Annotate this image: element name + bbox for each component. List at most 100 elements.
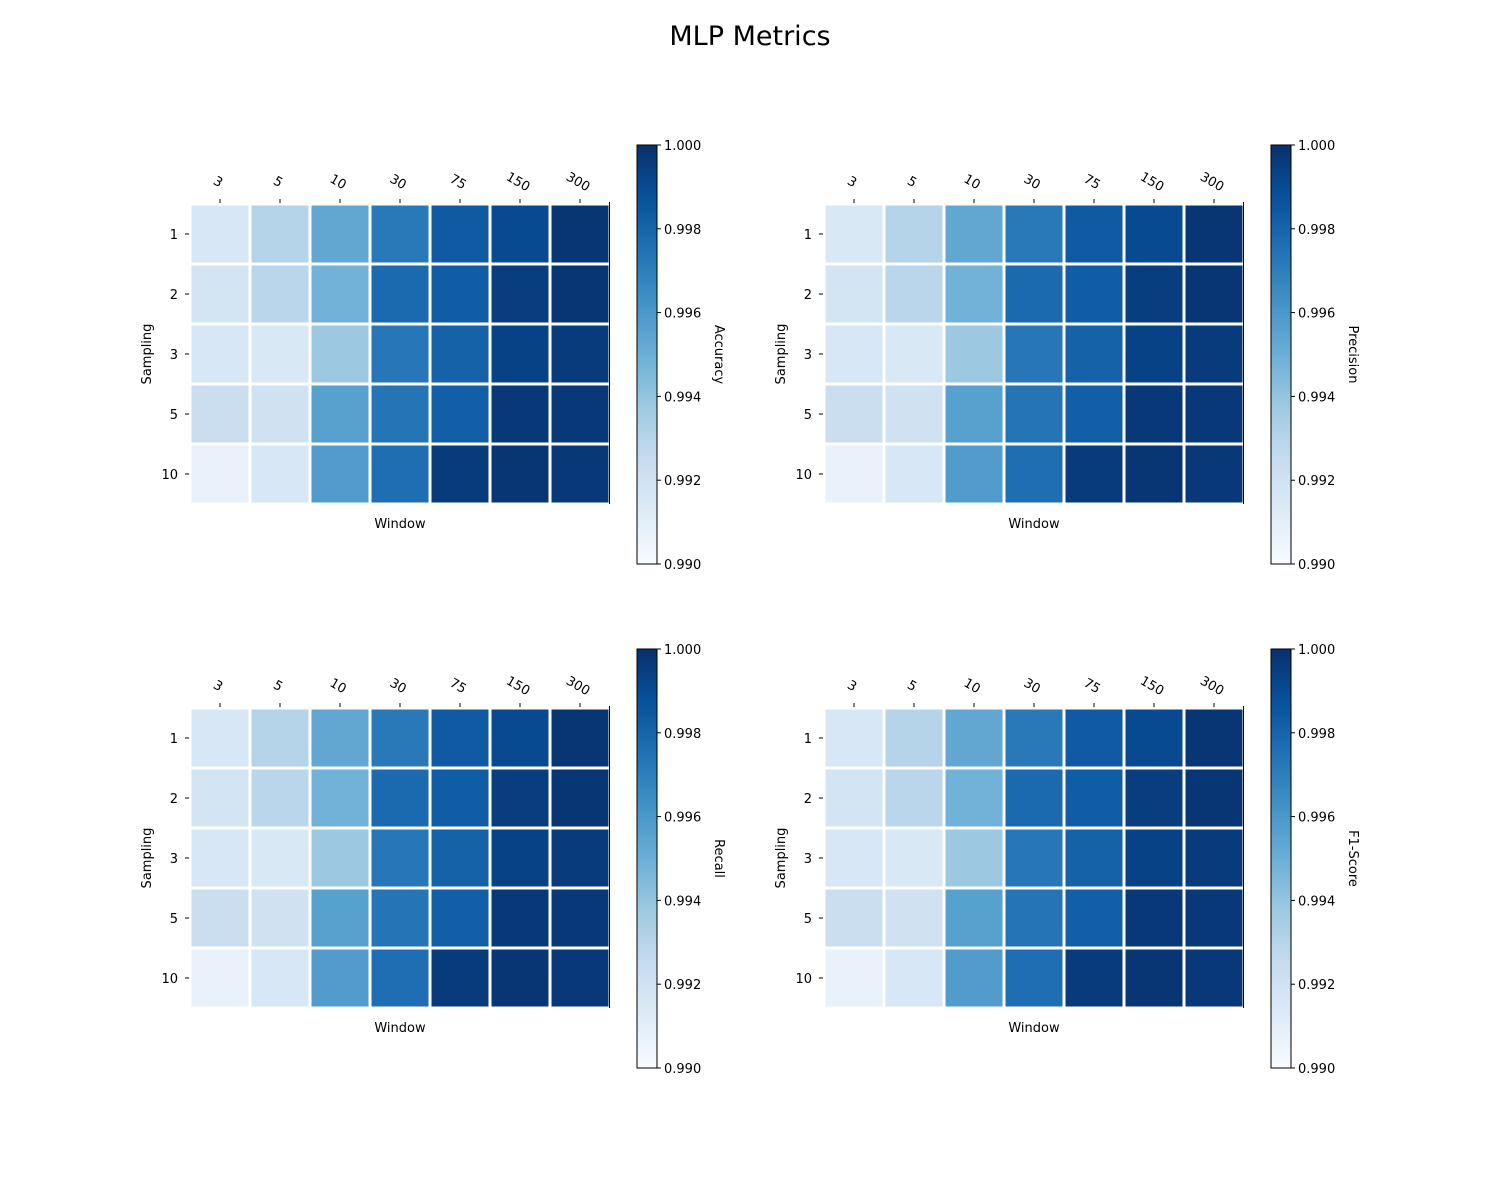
heatmap-cell <box>1185 265 1243 323</box>
y-tick-label: 5 <box>170 408 178 423</box>
heatmap-cell <box>251 829 309 887</box>
heatmap-cell <box>251 949 309 1007</box>
heatmap-cell <box>885 205 943 263</box>
heatmap-cell <box>251 265 309 323</box>
heatmap-cell <box>1185 829 1243 887</box>
heatmap-cell <box>251 769 309 827</box>
x-tick-label: 3 <box>844 678 859 695</box>
heatmap-cell <box>1185 709 1243 767</box>
heatmap-cell <box>431 709 489 767</box>
heatmap-cell <box>1125 949 1183 1007</box>
heatmap-cell <box>825 949 883 1007</box>
heatmap-cell <box>311 445 369 503</box>
heatmap-cell <box>945 385 1003 443</box>
heatmap-cell <box>1065 385 1123 443</box>
x-tick-label: 30 <box>1021 676 1043 697</box>
heatmap-cell <box>311 949 369 1007</box>
colorbar-tick-label: 0.998 <box>664 727 701 742</box>
y-tick-label: 1 <box>804 732 812 747</box>
heatmap-cell <box>945 889 1003 947</box>
heatmap-cell <box>251 889 309 947</box>
heatmap-cell <box>825 769 883 827</box>
heatmap-cell <box>491 709 549 767</box>
heatmap-cell <box>191 325 249 383</box>
heatmap-cell <box>945 265 1003 323</box>
colorbar-tick-label: 0.998 <box>1298 223 1335 238</box>
colorbar-tick-label: 1.000 <box>664 139 701 154</box>
heatmap-cell <box>431 325 489 383</box>
heatmap-cell <box>1185 385 1243 443</box>
x-tick-label: 150 <box>503 170 532 195</box>
heatmap-cell <box>1185 445 1243 503</box>
heatmap-cell <box>251 709 309 767</box>
heatmap-cell <box>1005 385 1063 443</box>
colorbar <box>1270 144 1292 565</box>
y-axis-label: Sampling <box>140 828 155 889</box>
colorbar-tick-label: 0.990 <box>664 558 701 573</box>
heatmap-cell <box>431 385 489 443</box>
heatmap-cell <box>1185 205 1243 263</box>
heatmap-cell <box>825 709 883 767</box>
heatmap-cell <box>371 385 429 443</box>
colorbar-tick-label: 1.000 <box>1298 643 1335 658</box>
heatmap-cell <box>1065 205 1123 263</box>
y-tick-label: 1 <box>804 228 812 243</box>
heatmap-cell <box>1065 829 1123 887</box>
heatmap-cell <box>885 769 943 827</box>
colorbar-label: Recall <box>711 839 726 878</box>
colorbar-tick-label: 0.996 <box>664 307 701 322</box>
heatmap-cell <box>885 445 943 503</box>
heatmap-panel-accuracy: 3 5 10 30 75 150 300 1 2 3 5 10 Window Sampling 1.000 0… <box>140 139 726 573</box>
colorbar-tick-label: 0.992 <box>664 978 701 993</box>
heatmap-cell <box>191 445 249 503</box>
x-tick-label: 75 <box>447 172 469 193</box>
colorbar-tick-label: 0.998 <box>1298 727 1335 742</box>
heatmap-panel-f1-score: 3 5 10 30 75 150 300 1 2 3 5 10 Window Sampling 1.000 0… <box>774 643 1360 1077</box>
heatmap-cell <box>1185 325 1243 383</box>
y-axis-label: Sampling <box>774 324 789 385</box>
heatmap-cell <box>371 769 429 827</box>
x-axis-label: Window <box>374 517 426 532</box>
heatmap-cell <box>825 325 883 383</box>
heatmap-cell <box>1005 205 1063 263</box>
heatmap-cell <box>491 949 549 1007</box>
panels: 3 5 10 30 75 150 300 1 2 3 5 10 Window Sampling 1.000 0… <box>140 139 1360 1077</box>
x-tick-label: 30 <box>387 676 409 697</box>
heatmap-cell <box>1005 325 1063 383</box>
colorbar <box>1270 648 1292 1069</box>
heatmap-cell <box>1005 769 1063 827</box>
heatmap-cell <box>371 325 429 383</box>
heatmap-cell <box>885 949 943 1007</box>
heatmap-cell <box>431 769 489 827</box>
heatmap-cell <box>1125 829 1183 887</box>
heatmap-cell <box>491 385 549 443</box>
y-axis-label: Sampling <box>774 828 789 889</box>
colorbar-tick-label: 0.996 <box>1298 307 1335 322</box>
heatmap-cell <box>431 265 489 323</box>
heatmap-cell <box>945 445 1003 503</box>
heatmap-cell <box>551 769 609 827</box>
heatmap-cell <box>825 385 883 443</box>
heatmap-cell <box>191 205 249 263</box>
colorbar-tick-label: 0.992 <box>664 474 701 489</box>
heatmap-cell <box>251 445 309 503</box>
heatmap-cell <box>945 769 1003 827</box>
heatmap-cell <box>1125 325 1183 383</box>
heatmap-cell <box>191 385 249 443</box>
y-tick-label: 10 <box>161 468 178 483</box>
colorbar-label: Precision <box>1345 325 1360 383</box>
heatmap-cell <box>491 889 549 947</box>
x-tick-label: 5 <box>270 678 285 695</box>
x-tick-label: 5 <box>904 174 919 191</box>
colorbar-tick-label: 0.994 <box>1298 390 1335 405</box>
colorbar-tick-label: 0.994 <box>664 894 701 909</box>
heatmap-cell <box>945 949 1003 1007</box>
heatmap-cell <box>191 265 249 323</box>
heatmap-cell <box>491 769 549 827</box>
heatmap-cell <box>885 889 943 947</box>
heatmap-cell <box>371 709 429 767</box>
heatmap-panel-precision: 3 5 10 30 75 150 300 1 2 3 5 10 Window Sampling 1.000 0… <box>774 139 1360 573</box>
colorbar-tick-label: 0.996 <box>1298 811 1335 826</box>
colorbar-label: Accuracy <box>711 325 726 385</box>
